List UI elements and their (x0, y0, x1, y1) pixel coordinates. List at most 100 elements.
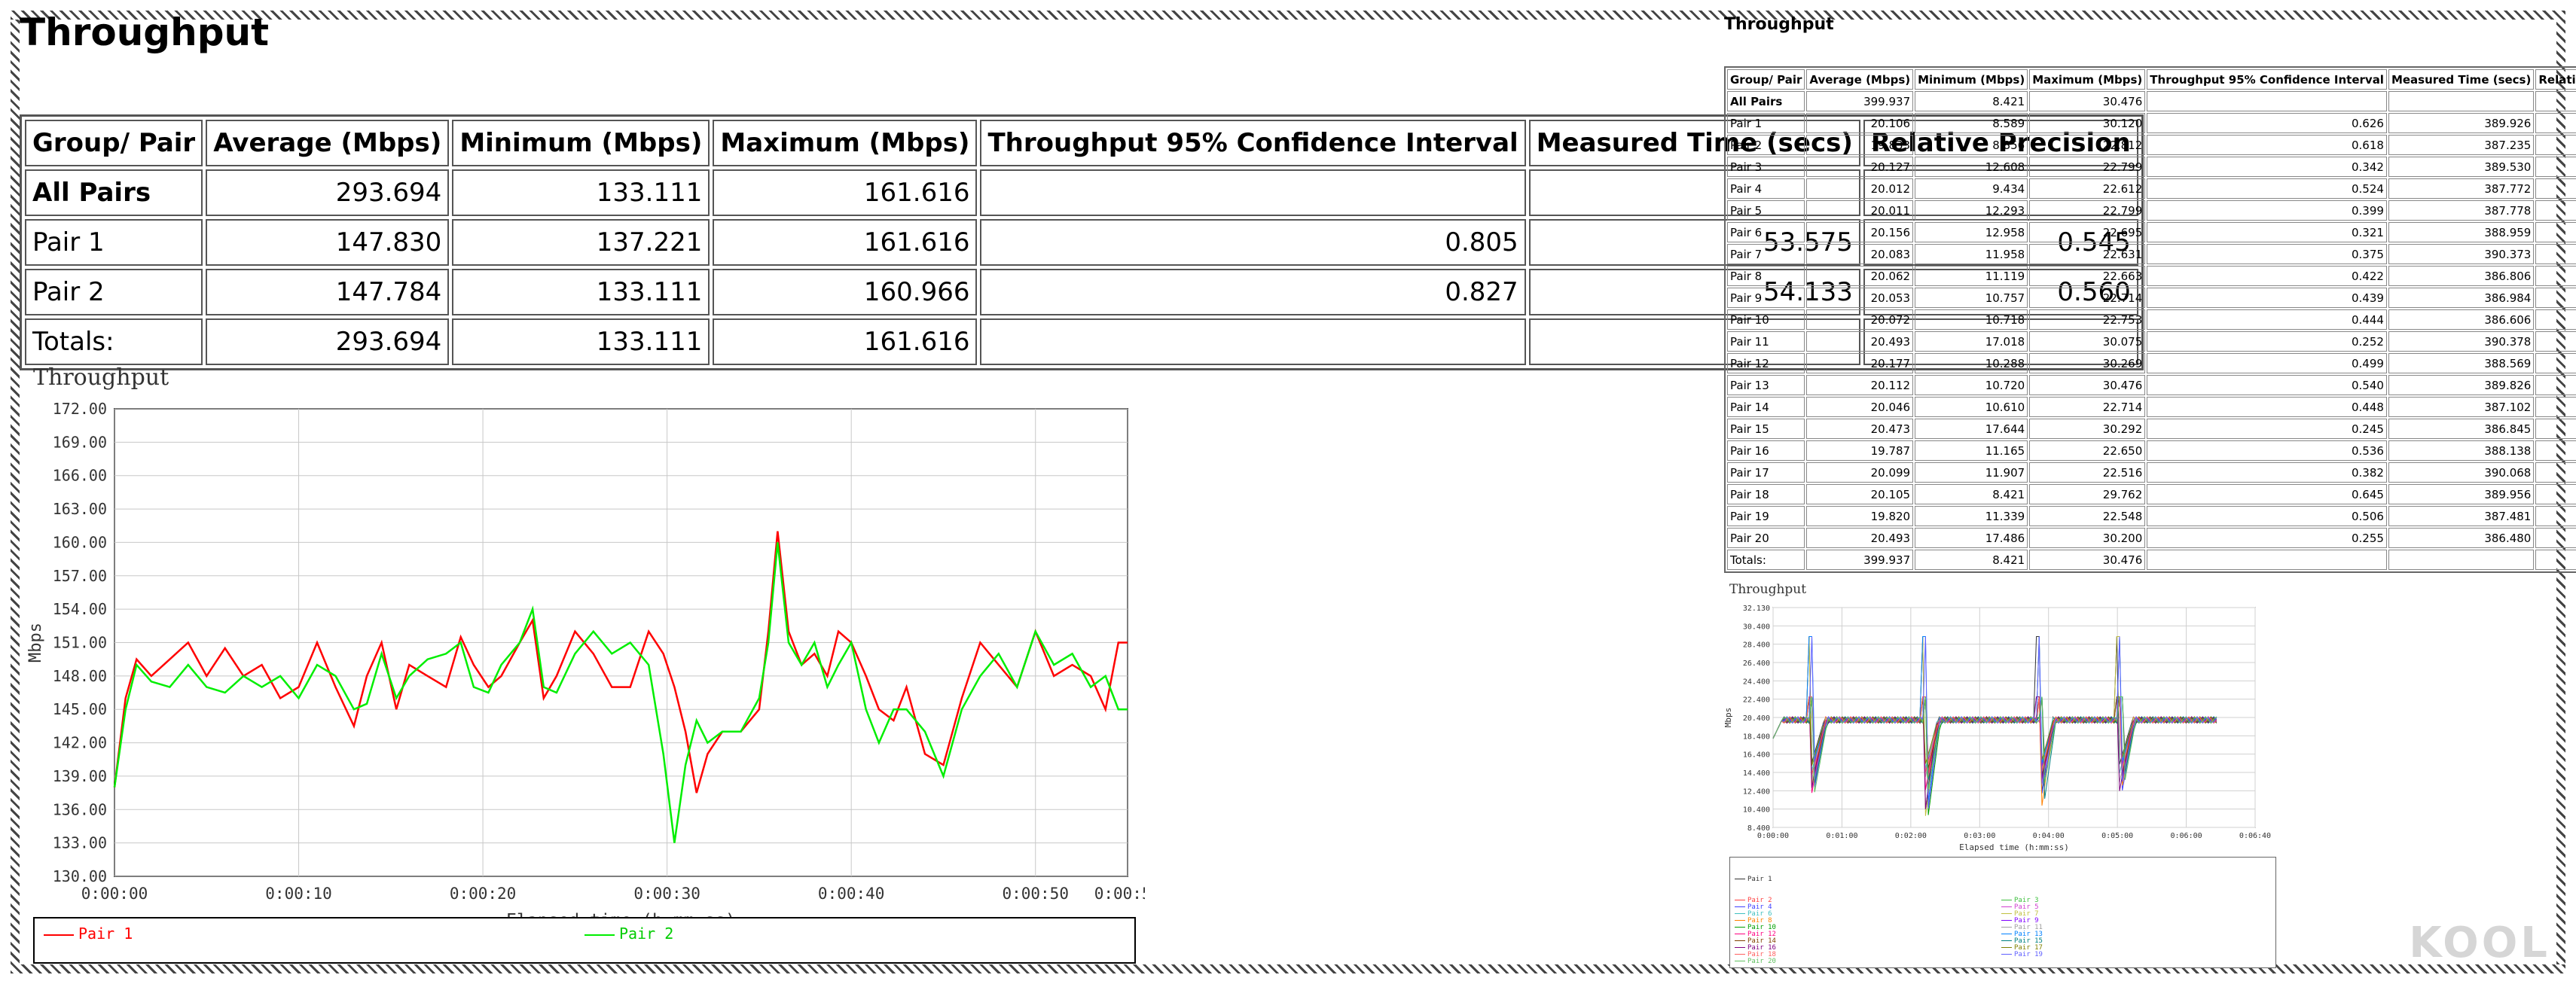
legend-label: Pair 11 (2014, 924, 2043, 931)
legend-swatch (1735, 920, 1745, 921)
table-cell (980, 318, 1526, 365)
table-cell: 293.694 (206, 318, 450, 365)
table-cell: 161.616 (713, 318, 978, 365)
table-cell: 386.984 (2388, 288, 2535, 308)
table-cell: 2.213 (2535, 309, 2576, 330)
table-cell: 9.434 (1915, 178, 2028, 199)
table-cell: 133.111 (452, 269, 710, 315)
y-tick-label: 172.00 (53, 400, 107, 418)
table-cell: 2.707 (2535, 440, 2576, 461)
x-tick-label: 0:00:50 (1002, 885, 1069, 903)
table-cell: 147.830 (206, 219, 450, 266)
table-cell: 22.799 (2029, 157, 2146, 177)
y-tick-label: 18.400 (1743, 733, 1770, 741)
table-cell: 11.339 (1915, 506, 2028, 526)
table-cell: 30.292 (2029, 419, 2146, 439)
legend-swatch (584, 934, 615, 936)
col-confidence: Throughput 95% Confidence Interval (2147, 69, 2387, 90)
table-cell: Pair 1 (25, 219, 203, 266)
table-cell (1863, 169, 2138, 216)
table-cell: 390.373 (2388, 244, 2535, 264)
table-cell: 0.540 (2147, 375, 2387, 395)
table-row: Pair 2 147.784 133.111 160.966 0.827 54.… (25, 269, 2138, 315)
table-cell: 1.903 (2535, 462, 2576, 483)
side-legend-item: Pair 16 (1735, 944, 1776, 952)
table-cell: 0.252 (2147, 331, 2387, 352)
table-cell: 0.805 (980, 219, 1526, 266)
chart-title: Throughput (33, 364, 169, 391)
y-tick-label: 142.00 (53, 734, 107, 752)
table-cell: 17.644 (1915, 419, 2028, 439)
legend-label: Pair 14 (1747, 937, 1776, 945)
col-average: Average (Mbps) (206, 120, 450, 166)
table-cell: 387.481 (2388, 506, 2535, 526)
y-tick-label: 169.00 (53, 433, 107, 451)
y-tick-label: 8.400 (1747, 824, 1770, 833)
legend-label: Pair 2 (1747, 897, 1772, 904)
y-tick-label: 20.400 (1743, 714, 1770, 723)
y-tick-label: 12.400 (1743, 788, 1770, 796)
table-row: Pair 1320.11210.72030.4760.540389.8262.6… (1727, 375, 2576, 395)
y-tick-label: 24.400 (1743, 678, 1770, 686)
legend-label: Pair 20 (1747, 958, 1776, 965)
side-series-line (1772, 696, 2217, 793)
y-tick-label: 14.400 (1743, 769, 1770, 778)
col-average: Average (Mbps) (1806, 69, 1914, 90)
table-cell: 20.177 (1806, 353, 1914, 373)
table-cell: 147.784 (206, 269, 450, 315)
table-cell: 12.293 (1915, 200, 2028, 221)
series-line-pair-1 (113, 531, 1128, 794)
chart-legend: Pair 1 Pair 2 (33, 917, 1136, 964)
legend-swatch (2001, 913, 2012, 914)
legend-swatch (2001, 906, 2012, 907)
x-tick-label: 0:00:00 (1757, 832, 1789, 840)
side-legend-item: Pair 13 (2001, 931, 2043, 938)
y-tick-label: 136.00 (53, 800, 107, 818)
table-cell: 0.422 (2147, 266, 2387, 286)
table-cell: Pair 2 (25, 269, 203, 315)
table-row: Pair 320.12712.60822.7990.342389.5301.70… (1727, 157, 2576, 177)
table-cell: 0.245 (2147, 419, 2387, 439)
legend-label: Pair 6 (1747, 910, 1772, 918)
side-legend-item: Pair 9 (2001, 917, 2039, 925)
legend-swatch (1735, 954, 1745, 955)
table-row: Pair 1120.49317.01830.0750.252390.3781.2… (1727, 331, 2576, 352)
table-cell: 0.382 (2147, 462, 2387, 483)
table-cell: 0.506 (2147, 506, 2387, 526)
table-row: Pair 1420.04610.61022.7140.448387.1022.2… (1727, 397, 2576, 417)
table-cell: 2.686 (2535, 375, 2576, 395)
table-cell: 20.012 (1806, 178, 1914, 199)
table-cell: 22.650 (2029, 440, 2146, 461)
side-legend-item: Pair 1 (1735, 876, 1772, 883)
table-cell: 20.046 (1806, 397, 1914, 417)
y-tick-label: 32.130 (1743, 605, 1770, 613)
table-cell: Totals: (1727, 550, 1805, 570)
table-cell: Pair 16 (1727, 440, 1805, 461)
table-row: All Pairs 293.694 133.111 161.616 (25, 169, 2138, 216)
y-tick-label: 151.00 (53, 634, 107, 652)
col-measured-time: Measured Time (secs) (2388, 69, 2535, 90)
table-cell: 30.269 (2029, 353, 2146, 373)
table-cell: 30.476 (2029, 550, 2146, 570)
col-maximum: Maximum (Mbps) (713, 120, 978, 166)
table-cell: 2.554 (2535, 506, 2576, 526)
col-group-pair: Group/ Pair (1727, 69, 1805, 90)
legend-label: Pair 7 (2014, 910, 2039, 918)
x-axis-label: Elapsed time (h:mm:ss) (1959, 842, 2069, 852)
table-cell (2388, 550, 2535, 570)
table-cell: Pair 2 (1727, 135, 1805, 155)
table-cell: 12.608 (1915, 157, 2028, 177)
table-cell: 8.589 (1915, 113, 2028, 133)
side-legend-item: Pair 4 (1735, 903, 1772, 911)
table-cell: 8.421 (1915, 484, 2028, 504)
legend-label: Pair 1 (1747, 876, 1772, 883)
table-row: Pair 620.15612.95822.6950.321388.9591.59… (1727, 222, 2576, 242)
legend-label: Pair 10 (1747, 924, 1776, 931)
legend-item-pair-2: Pair 2 (584, 925, 673, 943)
table-cell: All Pairs (25, 169, 203, 216)
side-legend-item: Pair 6 (1735, 910, 1772, 918)
side-legend-item: Pair 20 (1735, 958, 1776, 965)
table-cell: 0.536 (2147, 440, 2387, 461)
table-cell: 22.714 (2029, 288, 2146, 308)
table-cell: Pair 3 (1727, 157, 1805, 177)
